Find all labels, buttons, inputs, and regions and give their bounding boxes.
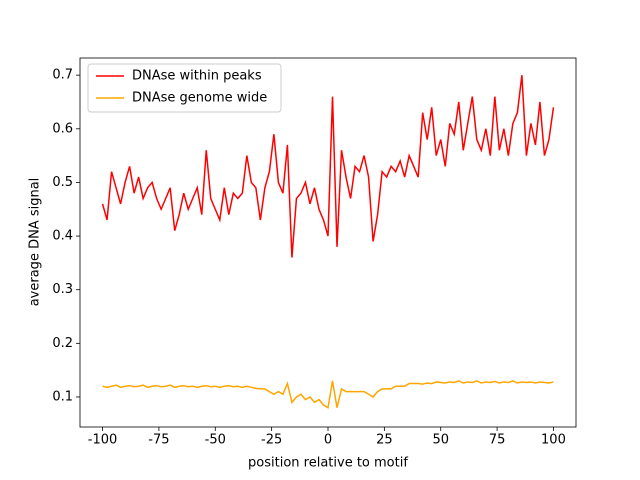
x-tick-label: -75 [148,433,169,448]
x-tick-label: 100 [541,433,566,448]
y-axis-label: average DNA signal [28,178,43,307]
x-axis-label: position relative to motif [248,456,408,471]
y-tick-label: 0.3 [52,282,73,297]
y-tick-label: 0.2 [52,336,73,351]
y-tick-label: 0.1 [52,389,73,404]
y-tick-label: 0.4 [52,229,73,244]
x-tick-label: -25 [261,433,282,448]
data-line [102,380,554,409]
data-line [101,75,555,258]
x-tick-label: 25 [376,433,393,448]
x-tick-label: -100 [88,433,118,448]
x-tick-label: 0 [324,433,332,448]
y-tick-label: 0.7 [52,68,73,83]
legend-label: DNAse genome wide [132,91,267,106]
plot-frame [79,57,577,428]
x-tick-label: 75 [489,433,506,448]
x-tick-label: 50 [432,433,449,448]
legend-label: DNAse within peaks [132,69,262,84]
legend-box [87,63,282,113]
y-tick-label: 0.5 [52,175,73,190]
y-tick-label: 0.6 [52,121,73,136]
x-tick-label: -50 [205,433,226,448]
